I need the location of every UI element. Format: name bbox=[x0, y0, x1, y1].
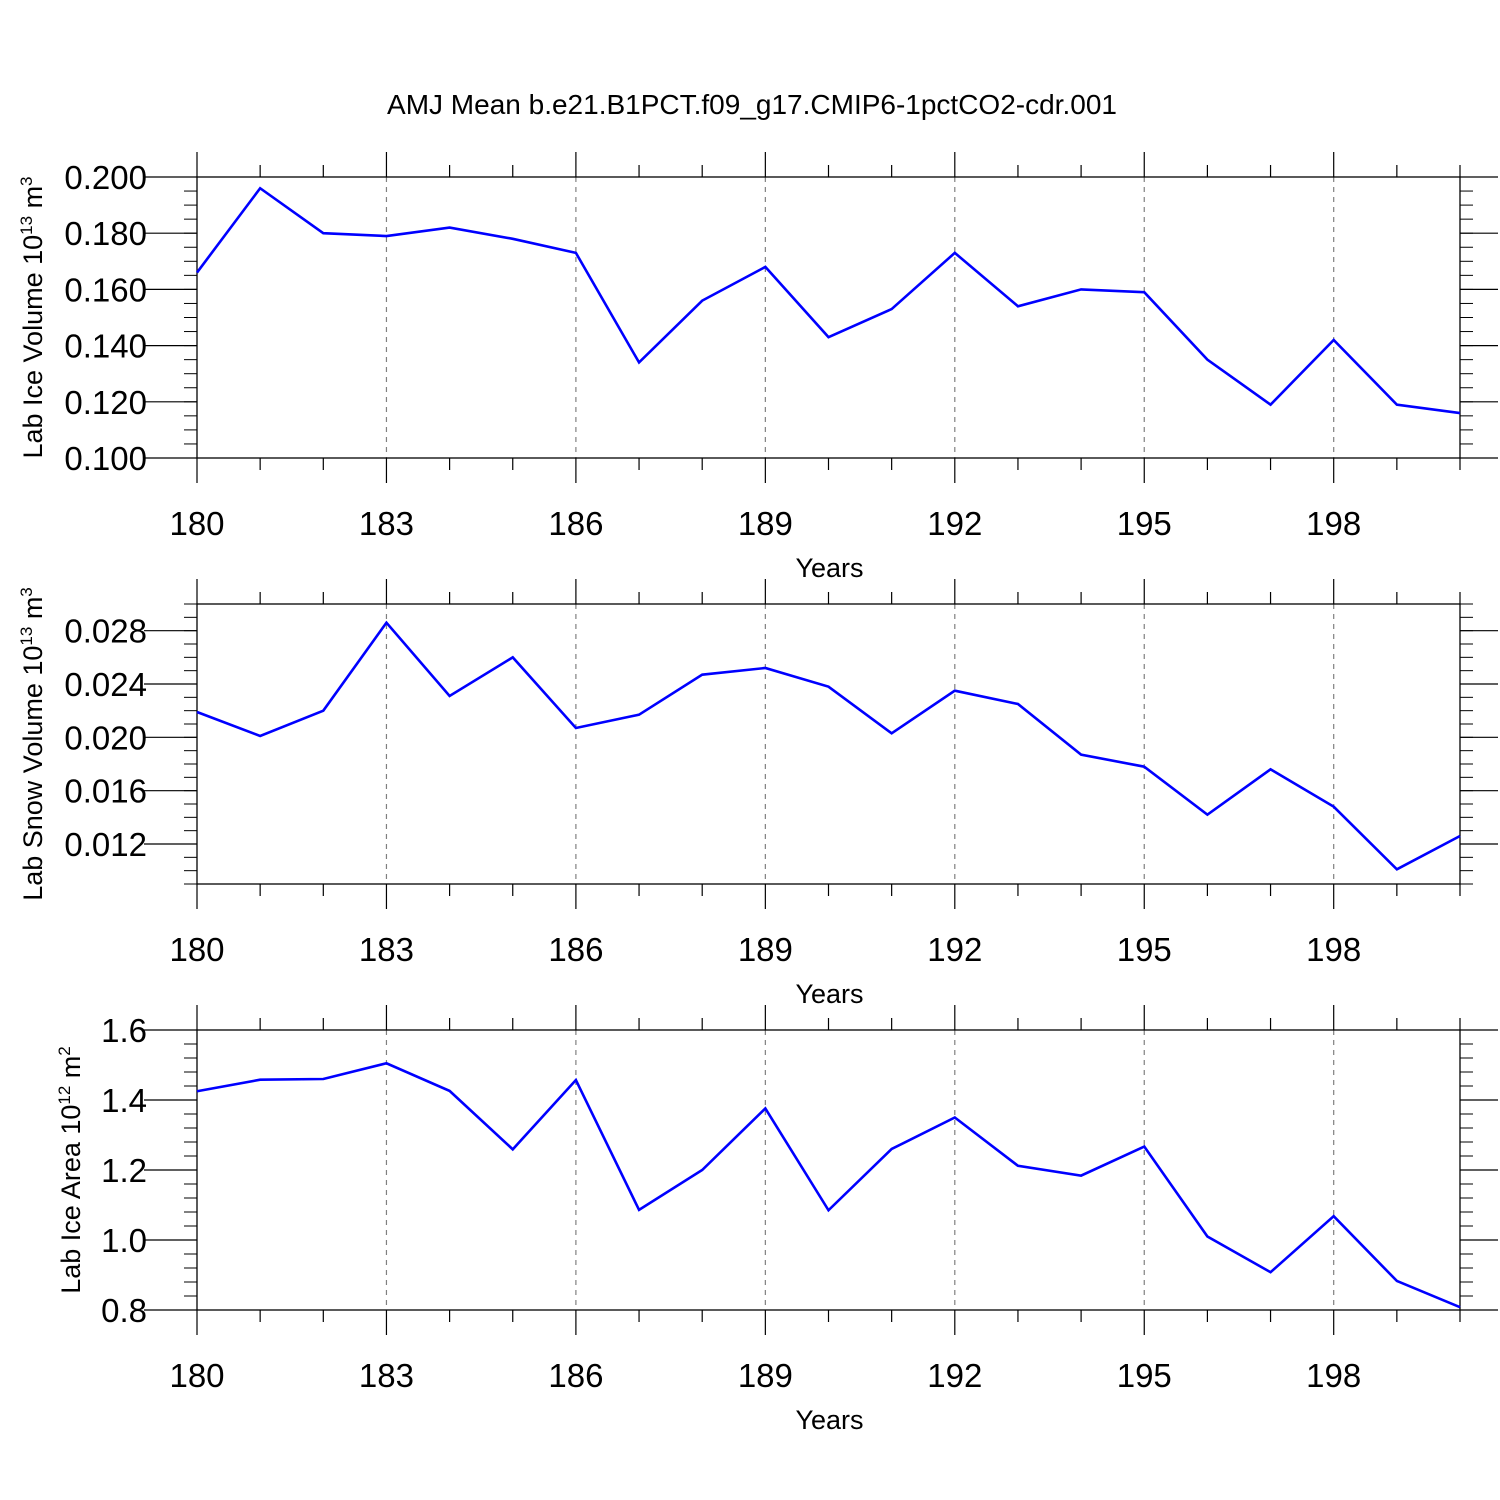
x-tick-label: 195 bbox=[1117, 1357, 1172, 1394]
x-tick-label: 192 bbox=[927, 1357, 982, 1394]
x-axis-title: Years bbox=[795, 1405, 863, 1435]
chart-title: AMJ Mean b.e21.B1PCT.f09_g17.CMIP6-1pctC… bbox=[387, 89, 1117, 120]
y-axis-title: Lab Ice Area 1012 m2 bbox=[55, 1046, 86, 1294]
y-axis-title-text: Lab Snow Volume 10 bbox=[18, 646, 48, 901]
y-axis-title-superscript: 2 bbox=[55, 1046, 74, 1055]
y-tick-label: 0.028 bbox=[64, 613, 147, 650]
x-tick-label: 183 bbox=[359, 1357, 414, 1394]
y-tick-label: 0.160 bbox=[64, 271, 147, 308]
x-tick-label: 180 bbox=[169, 505, 224, 542]
x-tick-label: 189 bbox=[738, 1357, 793, 1394]
x-tick-label: 180 bbox=[169, 1357, 224, 1394]
x-tick-label: 180 bbox=[169, 931, 224, 968]
x-tick-label: 198 bbox=[1306, 505, 1361, 542]
y-axis-title-text: m bbox=[18, 597, 48, 627]
y-tick-label: 0.120 bbox=[64, 384, 147, 421]
y-tick-label: 1.2 bbox=[101, 1152, 147, 1189]
y-axis-title-superscript: 3 bbox=[17, 587, 36, 596]
x-tick-label: 192 bbox=[927, 931, 982, 968]
y-axis-title-text: Lab Ice Area 10 bbox=[56, 1105, 86, 1294]
y-axis-title-text: Lab Ice Volume 10 bbox=[18, 235, 48, 459]
y-axis-title-superscript: 13 bbox=[17, 627, 36, 646]
x-tick-label: 183 bbox=[359, 931, 414, 968]
x-tick-label: 189 bbox=[738, 931, 793, 968]
y-tick-label: 0.180 bbox=[64, 215, 147, 252]
x-tick-label: 195 bbox=[1117, 505, 1172, 542]
panel-1: 0.100 0.120 0.140 0.160 0.180 0.200 180 183 186 1… bbox=[17, 152, 1498, 583]
y-tick-label: 0.016 bbox=[64, 773, 147, 810]
y-axis-title: Lab Ice Volume 1013 m3 bbox=[17, 176, 48, 458]
y-tick-label: 0.200 bbox=[64, 159, 147, 196]
x-tick-label: 195 bbox=[1117, 931, 1172, 968]
y-tick-label: 0.140 bbox=[64, 328, 147, 365]
y-tick-label: 1.6 bbox=[101, 1012, 147, 1049]
x-tick-label: 198 bbox=[1306, 931, 1361, 968]
panel-3: 0.8 1.0 1.2 1.4 1.6 180 183 186 189 192 195 198 Year… bbox=[55, 1005, 1498, 1435]
x-tick-label: 192 bbox=[927, 505, 982, 542]
x-tick-label: 198 bbox=[1306, 1357, 1361, 1394]
y-axis-title-superscript: 3 bbox=[17, 176, 36, 185]
y-axis-title-text: m bbox=[56, 1056, 86, 1086]
chart-panels: 0.100 0.120 0.140 0.160 0.180 0.200 180 183 186 1… bbox=[17, 152, 1498, 1435]
x-axis-title: Years bbox=[795, 979, 863, 1009]
y-axis-title: Lab Snow Volume 1013 m3 bbox=[17, 587, 48, 901]
panel-2: 0.012 0.016 0.020 0.024 0.028 180 183 186 189 192… bbox=[17, 579, 1498, 1009]
y-tick-label: 0.8 bbox=[101, 1292, 147, 1329]
y-tick-label: 0.100 bbox=[64, 440, 147, 477]
x-axis-title: Years bbox=[795, 553, 863, 583]
y-tick-label: 1.4 bbox=[101, 1082, 147, 1119]
x-tick-label: 183 bbox=[359, 505, 414, 542]
x-tick-label: 186 bbox=[548, 1357, 603, 1394]
y-axis-title-superscript: 12 bbox=[55, 1086, 74, 1105]
y-tick-label: 0.012 bbox=[64, 826, 147, 863]
x-tick-label: 186 bbox=[548, 505, 603, 542]
x-tick-label: 189 bbox=[738, 505, 793, 542]
x-tick-label: 186 bbox=[548, 931, 603, 968]
y-tick-label: 1.0 bbox=[101, 1222, 147, 1259]
y-tick-label: 0.020 bbox=[64, 719, 147, 756]
y-tick-label: 0.024 bbox=[64, 666, 147, 703]
y-axis-title-superscript: 13 bbox=[17, 216, 36, 235]
y-axis-title-text: m bbox=[18, 186, 48, 216]
